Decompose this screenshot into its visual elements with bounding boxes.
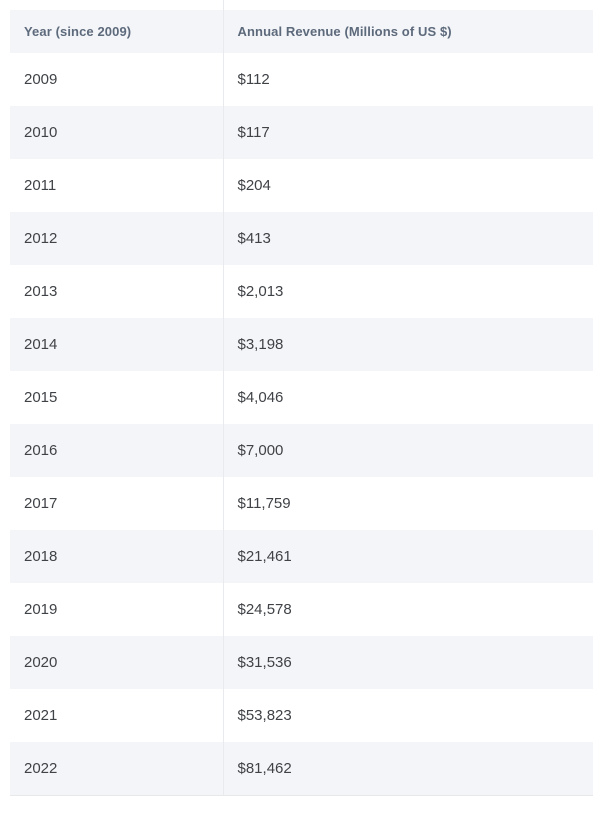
year-cell: 2021 — [10, 689, 223, 742]
revenue-cell: $7,000 — [222, 424, 593, 477]
revenue-cell: $81,462 — [222, 742, 593, 796]
revenue-cell: $3,198 — [222, 318, 593, 371]
year-cell: 2013 — [10, 265, 223, 318]
table-row: 2014 $3,198 — [10, 318, 593, 371]
revenue-cell: $413 — [222, 212, 593, 265]
table-row: 2017 $11,759 — [10, 477, 593, 530]
table-row: 2019 $24,578 — [10, 583, 593, 636]
table-row: 2013 $2,013 — [10, 265, 593, 318]
table-row: 2012 $413 — [10, 212, 593, 265]
table-row: 2016 $7,000 — [10, 424, 593, 477]
column-divider-top-segment — [223, 0, 224, 10]
table-row: 2011 $204 — [10, 159, 593, 212]
year-cell: 2017 — [10, 477, 223, 530]
table-row: 2018 $21,461 — [10, 530, 593, 583]
revenue-cell: $204 — [222, 159, 593, 212]
year-cell: 2018 — [10, 530, 223, 583]
year-cell: 2012 — [10, 212, 223, 265]
table-row: 2015 $4,046 — [10, 371, 593, 424]
annual-revenue-table: Year (since 2009) Annual Revenue (Millio… — [10, 10, 593, 796]
year-cell: 2022 — [10, 742, 223, 796]
table-row: 2021 $53,823 — [10, 689, 593, 742]
table-row: 2009 $112 — [10, 53, 593, 106]
year-cell: 2019 — [10, 583, 223, 636]
year-cell: 2011 — [10, 159, 223, 212]
revenue-cell: $24,578 — [222, 583, 593, 636]
revenue-cell: $21,461 — [222, 530, 593, 583]
table-row: 2020 $31,536 — [10, 636, 593, 689]
year-cell: 2016 — [10, 424, 223, 477]
column-header-year: Year (since 2009) — [10, 10, 223, 53]
revenue-cell: $53,823 — [222, 689, 593, 742]
revenue-cell: $112 — [222, 53, 593, 106]
year-cell: 2010 — [10, 106, 223, 159]
column-header-revenue: Annual Revenue (Millions of US $) — [222, 10, 593, 53]
revenue-cell: $4,046 — [222, 371, 593, 424]
year-cell: 2014 — [10, 318, 223, 371]
table-row: 2010 $117 — [10, 106, 593, 159]
revenue-cell: $117 — [222, 106, 593, 159]
table-row: 2022 $81,462 — [10, 742, 593, 796]
table-header-row: Year (since 2009) Annual Revenue (Millio… — [10, 10, 593, 53]
year-cell: 2009 — [10, 53, 223, 106]
revenue-cell: $2,013 — [222, 265, 593, 318]
revenue-cell: $31,536 — [222, 636, 593, 689]
revenue-cell: $11,759 — [222, 477, 593, 530]
revenue-table: Year (since 2009) Annual Revenue (Millio… — [10, 10, 593, 796]
year-cell: 2020 — [10, 636, 223, 689]
year-cell: 2015 — [10, 371, 223, 424]
